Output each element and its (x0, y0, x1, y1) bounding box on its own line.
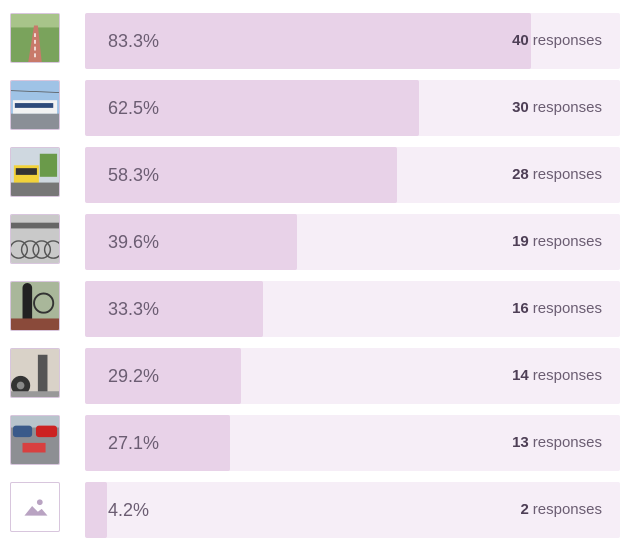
bar-track: 27.1% 13 responses (85, 415, 620, 471)
result-row: 33.3% 16 responses (0, 281, 620, 337)
responses-label: 14 responses (512, 367, 602, 384)
responses-label: 40 responses (512, 32, 602, 49)
responses-unit: responses (533, 300, 602, 317)
result-row: 58.3% 28 responses (0, 147, 620, 203)
response-count: 28 (512, 166, 529, 183)
percentage-label: 62.5% (108, 98, 159, 119)
bike-parking-photo-icon[interactable] (10, 214, 60, 264)
responses-unit: responses (533, 233, 602, 250)
percentage-label: 27.1% (108, 433, 159, 454)
percentage-label: 29.2% (108, 366, 159, 387)
result-row: 4.2% 2 responses (0, 482, 620, 538)
result-row: 27.1% 13 responses (0, 415, 620, 471)
response-count: 16 (512, 300, 529, 317)
responses-unit: responses (533, 434, 602, 451)
response-count: 13 (512, 434, 529, 451)
percentage-label: 33.3% (108, 299, 159, 320)
response-count: 14 (512, 367, 529, 384)
response-count: 40 (512, 32, 529, 49)
pump-station-photo-icon[interactable] (10, 348, 60, 398)
responses-unit: responses (533, 32, 602, 49)
bar-track: 62.5% 30 responses (85, 80, 620, 136)
response-count: 2 (520, 501, 528, 518)
car-parking-photo-icon[interactable] (10, 415, 60, 465)
percentage-label: 83.3% (108, 31, 159, 52)
result-row: 83.3% 40 responses (0, 13, 620, 69)
responses-label: 2 responses (520, 501, 602, 518)
bus-photo-icon[interactable] (10, 147, 60, 197)
responses-label: 28 responses (512, 166, 602, 183)
result-row: 39.6% 19 responses (0, 214, 620, 270)
responses-unit: responses (533, 166, 602, 183)
percentage-label: 58.3% (108, 165, 159, 186)
responses-label: 13 responses (512, 434, 602, 451)
bar-track: 4.2% 2 responses (85, 482, 620, 538)
responses-unit: responses (533, 367, 602, 384)
tram-photo-icon[interactable] (10, 80, 60, 130)
bar-track: 39.6% 19 responses (85, 214, 620, 270)
responses-unit: responses (533, 501, 602, 518)
bar-track: 83.3% 40 responses (85, 13, 620, 69)
percentage-label: 39.6% (108, 232, 159, 253)
bar-fill (85, 482, 107, 538)
bike-path-photo-icon[interactable] (10, 13, 60, 63)
bar-track: 58.3% 28 responses (85, 147, 620, 203)
result-row: 29.2% 14 responses (0, 348, 620, 404)
bar-track: 29.2% 14 responses (85, 348, 620, 404)
bar-track: 33.3% 16 responses (85, 281, 620, 337)
bike-repair-photo-icon[interactable] (10, 281, 60, 331)
responses-unit: responses (533, 99, 602, 116)
responses-label: 16 responses (512, 300, 602, 317)
result-row: 62.5% 30 responses (0, 80, 620, 136)
response-count: 19 (512, 233, 529, 250)
responses-label: 19 responses (512, 233, 602, 250)
percentage-label: 4.2% (108, 500, 149, 521)
response-count: 30 (512, 99, 529, 116)
responses-label: 30 responses (512, 99, 602, 116)
image-placeholder-icon[interactable] (10, 482, 60, 532)
